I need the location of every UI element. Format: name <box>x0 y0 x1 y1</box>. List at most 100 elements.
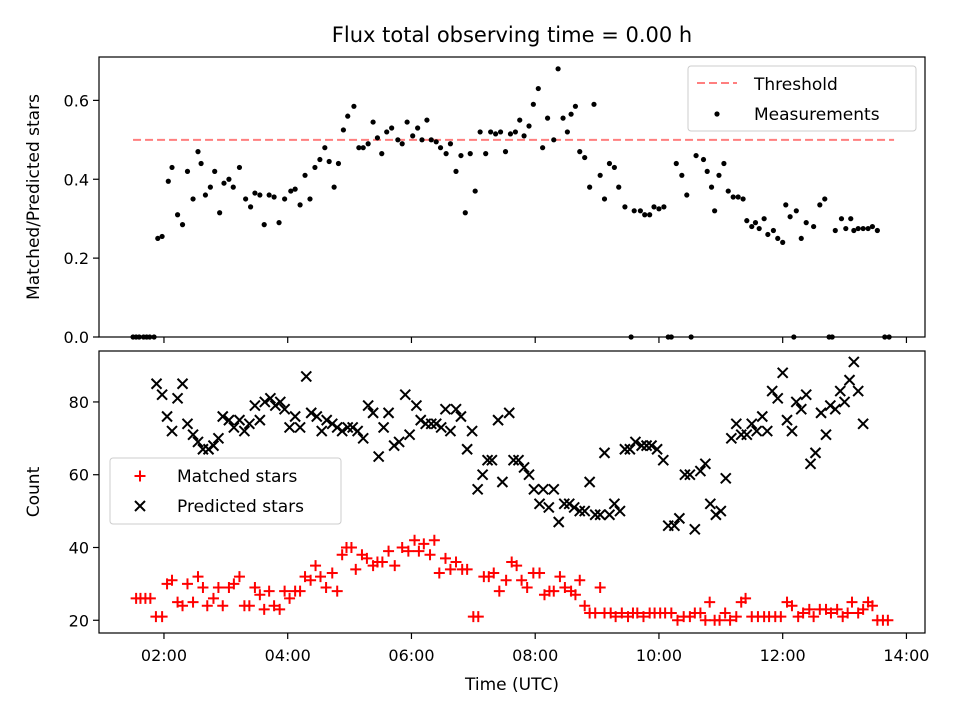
data-point <box>651 443 663 455</box>
data-point <box>603 509 616 521</box>
data-point <box>511 560 523 572</box>
data-point <box>165 178 171 184</box>
data-point <box>187 428 199 441</box>
data-point <box>657 454 669 466</box>
data-point <box>809 447 822 459</box>
data-point <box>283 421 296 434</box>
top-axes-frame <box>98 56 926 338</box>
data-point <box>221 180 227 186</box>
data-point <box>611 164 617 171</box>
data-point <box>610 611 622 623</box>
data-point <box>720 472 732 485</box>
data-point <box>740 592 752 604</box>
data-point <box>746 418 758 430</box>
data-point <box>775 611 787 623</box>
data-point <box>340 127 346 133</box>
data-point <box>530 101 536 107</box>
data-point <box>642 212 648 218</box>
data-point <box>865 225 871 232</box>
data-point <box>637 611 649 623</box>
data-point <box>212 432 225 445</box>
data-point <box>798 235 804 242</box>
legend-matched-label: Matched stars <box>177 467 297 487</box>
data-point <box>860 225 866 232</box>
data-point <box>781 414 793 426</box>
data-point <box>708 184 715 190</box>
data-point <box>783 202 789 208</box>
data-point <box>300 370 312 383</box>
data-point <box>741 428 753 441</box>
data-point <box>761 425 773 437</box>
data-point <box>756 410 768 423</box>
data-point <box>790 396 803 408</box>
data-point <box>455 410 467 423</box>
data-point <box>493 585 505 597</box>
data-point <box>594 509 606 521</box>
data-point <box>540 145 546 151</box>
data-point <box>775 235 781 242</box>
data-point <box>715 505 727 517</box>
data-point <box>598 447 611 459</box>
data-point <box>258 603 270 615</box>
data-point <box>166 574 178 586</box>
data-point <box>249 399 261 412</box>
data-point <box>730 194 736 200</box>
x-tick-label: 02:00 <box>141 646 187 665</box>
data-point <box>786 425 798 437</box>
data-point <box>616 607 628 619</box>
data-point <box>619 443 631 455</box>
data-point <box>156 388 168 401</box>
data-point <box>492 414 504 426</box>
data-point <box>207 184 213 190</box>
y-tick-label: 80 <box>69 393 89 412</box>
data-point <box>793 208 799 214</box>
data-point <box>437 145 444 151</box>
y-tick-label: 20 <box>69 611 89 630</box>
data-point <box>159 233 165 240</box>
data-point <box>383 545 395 557</box>
data-point <box>699 614 711 626</box>
data-point <box>712 208 718 214</box>
data-point <box>176 378 189 390</box>
data-point <box>444 425 457 437</box>
data-point <box>551 137 557 143</box>
data-point <box>278 403 291 415</box>
data-point <box>311 410 323 423</box>
data-point <box>583 476 596 488</box>
data-point <box>597 172 603 178</box>
data-point <box>316 425 328 437</box>
data-point <box>396 541 408 553</box>
data-point <box>161 410 173 423</box>
data-point <box>803 220 809 226</box>
data-point <box>274 603 286 615</box>
data-point <box>345 541 357 553</box>
data-point <box>684 469 696 481</box>
data-point <box>535 85 541 92</box>
data-point <box>243 600 255 612</box>
data-point <box>694 607 706 619</box>
data-point <box>443 151 449 157</box>
data-point <box>393 436 405 448</box>
data-point <box>673 160 679 167</box>
data-point <box>874 227 880 234</box>
data-point <box>187 596 199 608</box>
data-point <box>594 582 606 594</box>
bottom-legend-frame <box>109 457 342 525</box>
data-point <box>616 184 622 190</box>
data-point <box>721 160 727 167</box>
data-point <box>171 392 184 405</box>
y-tick-label: 60 <box>69 466 89 485</box>
data-point <box>233 414 246 426</box>
data-point <box>336 549 348 561</box>
data-point <box>365 141 371 147</box>
top-x-ticks <box>163 337 908 343</box>
data-point <box>302 172 308 178</box>
data-point <box>310 560 322 572</box>
data-point <box>582 154 588 161</box>
data-point <box>402 545 414 557</box>
data-point <box>236 164 243 171</box>
data-point <box>635 439 648 452</box>
data-point <box>374 135 381 141</box>
data-point <box>730 418 742 430</box>
data-point <box>238 425 251 437</box>
